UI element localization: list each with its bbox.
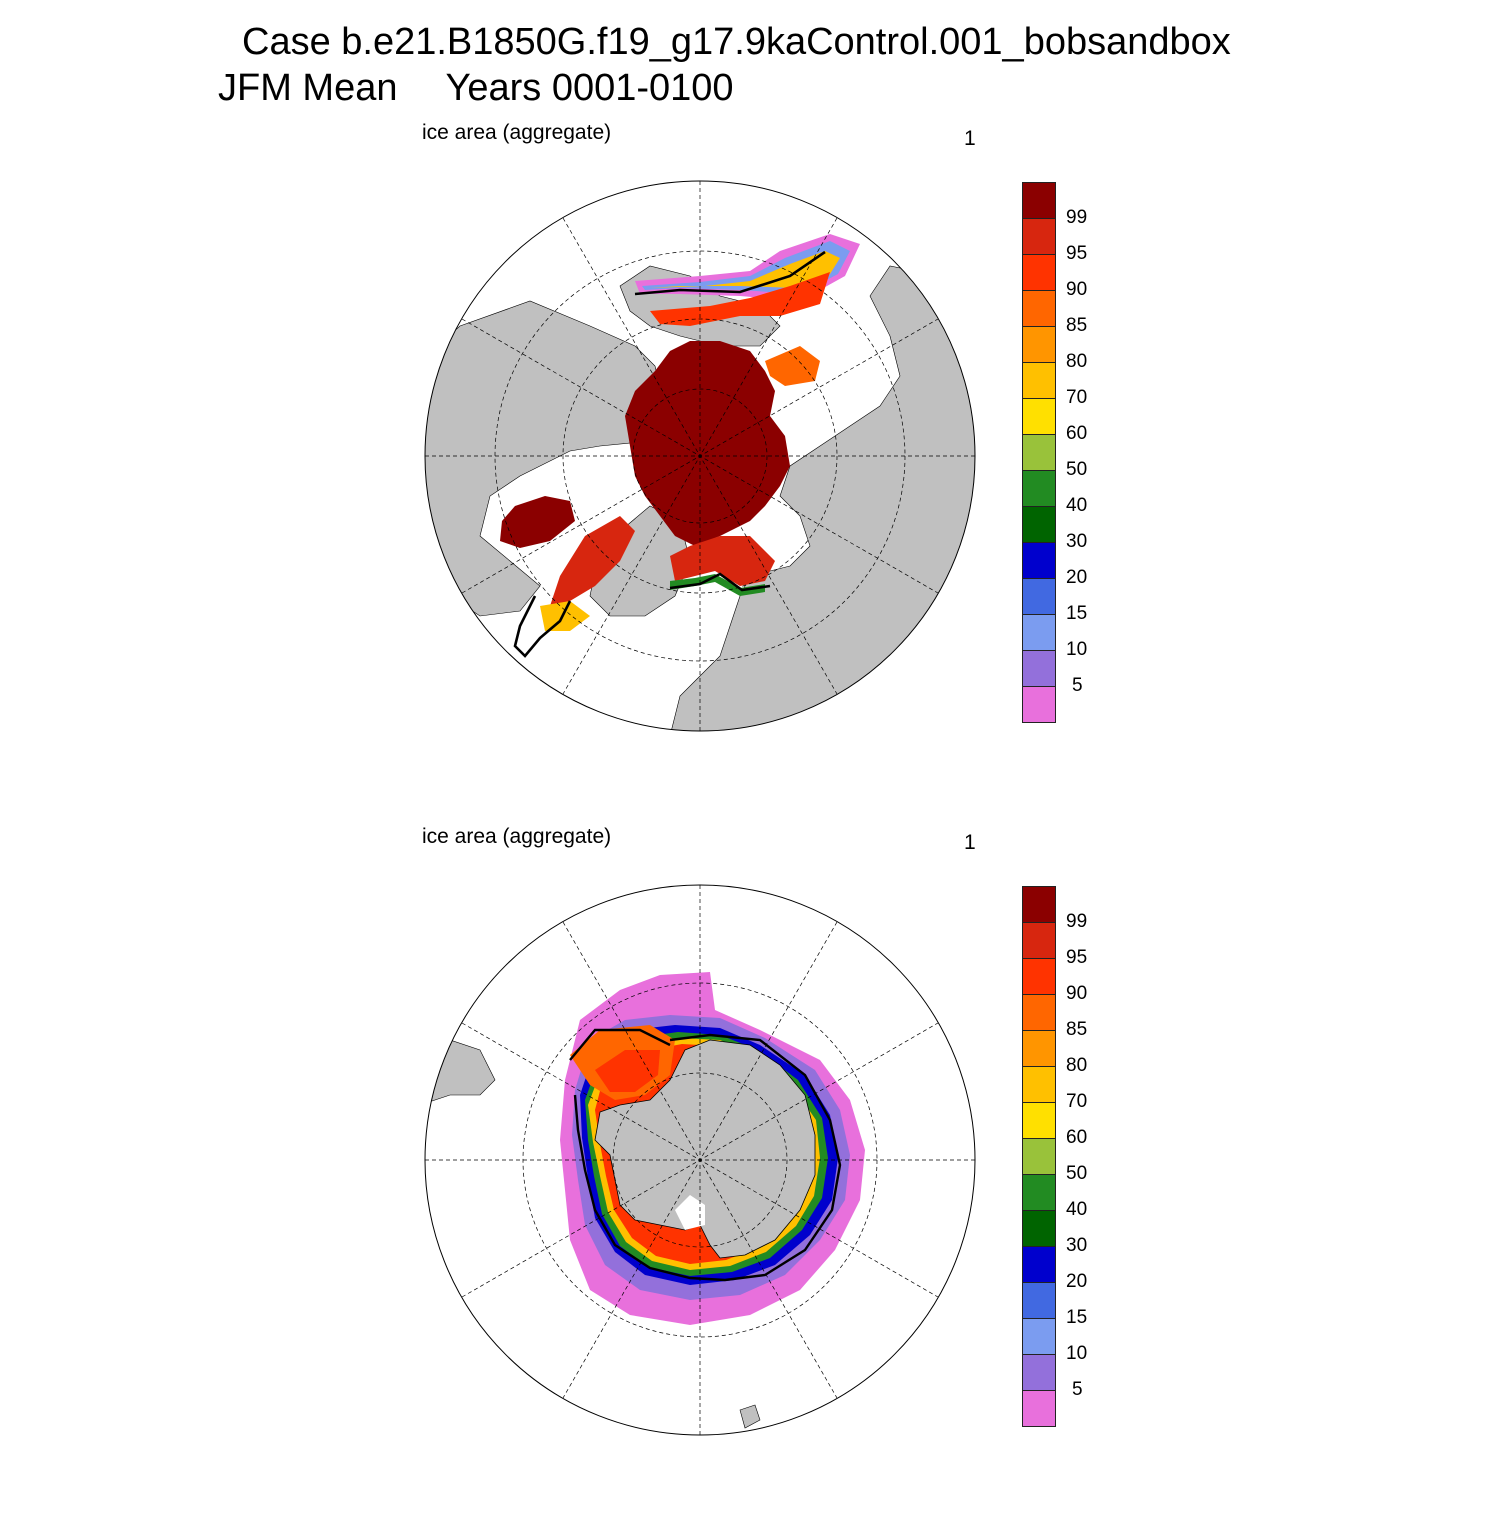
eurasia-land bbox=[669, 265, 975, 731]
south-colorbar-swatch bbox=[1022, 1390, 1056, 1427]
south-colorbar-label: 85 bbox=[1066, 1019, 1088, 1040]
north-colorbar-label: 90 bbox=[1066, 279, 1088, 300]
north-colorbar-swatch bbox=[1022, 542, 1056, 578]
north-colorbar-label: 70 bbox=[1066, 387, 1088, 408]
south-colorbar-swatch bbox=[1022, 1138, 1056, 1174]
north-colorbar-label: 15 bbox=[1066, 603, 1088, 624]
north-ice-baffin bbox=[550, 516, 635, 606]
south-polar-map bbox=[424, 884, 976, 1436]
north-ice-barents bbox=[670, 536, 775, 586]
years-label: Years 0001-0100 bbox=[445, 67, 734, 109]
south-colorbar-label: 95 bbox=[1066, 947, 1088, 968]
south-colorbar-swatch bbox=[1022, 1174, 1056, 1210]
south-colorbar-label: 40 bbox=[1066, 1199, 1088, 1220]
north-colorbar-label: 95 bbox=[1066, 243, 1088, 264]
south-colorbar-swatch bbox=[1022, 1354, 1056, 1390]
north-colorbar-label: 99 bbox=[1066, 207, 1088, 228]
south-colorbar-swatch bbox=[1022, 886, 1056, 922]
north-colorbar-swatch bbox=[1022, 218, 1056, 254]
south-colorbar-swatch bbox=[1022, 1102, 1056, 1138]
south-map-border bbox=[424, 884, 976, 1436]
south-colorbar bbox=[1022, 886, 1058, 1427]
south-colorbar-label: 10 bbox=[1066, 1343, 1088, 1364]
ross-ice-shelf bbox=[675, 1195, 705, 1230]
south-panel: ice area (aggregate) 1 bbox=[0, 822, 1500, 1522]
north-colorbar-label: 60 bbox=[1066, 423, 1088, 444]
south-colorbar-label: 50 bbox=[1066, 1163, 1088, 1184]
south-colorbar-swatch bbox=[1022, 1030, 1056, 1066]
south-ice-weddell-core bbox=[595, 1050, 660, 1092]
north-units-label: 1 bbox=[964, 127, 976, 150]
south-observed-ice-edge bbox=[569, 1028, 842, 1282]
north-colorbar-label: 10 bbox=[1066, 639, 1088, 660]
north-colorbar-swatch bbox=[1022, 506, 1056, 542]
north-colorbar-swatch bbox=[1022, 434, 1056, 470]
north-colorbar-swatch bbox=[1022, 398, 1056, 434]
south-variable-label: ice area (aggregate) bbox=[422, 825, 612, 848]
north-ice-mid-yellow bbox=[650, 251, 840, 288]
north-colorbar-swatch bbox=[1022, 650, 1056, 686]
south-colorbar-swatch bbox=[1022, 958, 1056, 994]
north-ice-bering bbox=[650, 272, 830, 326]
north-ice-hudson bbox=[500, 496, 575, 548]
north-colorbar-swatch bbox=[1022, 326, 1056, 362]
south-units-label: 1 bbox=[964, 831, 976, 854]
north-panel: ice area (aggregate) 1 bbox=[0, 118, 1500, 818]
south-colorbar-swatch bbox=[1022, 994, 1056, 1030]
south-colorbar-label: 5 bbox=[1072, 1379, 1083, 1400]
north-ice-okhotsk bbox=[765, 346, 820, 386]
south-colorbar-label: 15 bbox=[1066, 1307, 1088, 1328]
south-colorbar-swatch bbox=[1022, 1318, 1056, 1354]
antarctica-land bbox=[594, 1039, 816, 1259]
south-colorbar-swatch bbox=[1022, 922, 1056, 958]
north-colorbar-swatch bbox=[1022, 362, 1056, 398]
north-graticule bbox=[425, 181, 975, 731]
south-colorbar-label: 99 bbox=[1066, 911, 1088, 932]
south-colorbar-swatch bbox=[1022, 1246, 1056, 1282]
south-graticule bbox=[425, 885, 975, 1435]
south-colorbar-label: 20 bbox=[1066, 1271, 1088, 1292]
season-title: JFM Mean Years 0001-0100 bbox=[218, 66, 734, 110]
north-colorbar-label: 80 bbox=[1066, 351, 1088, 372]
south-colorbar-swatch bbox=[1022, 1066, 1056, 1102]
north-ice-labrador bbox=[540, 601, 590, 631]
north-colorbar-swatch bbox=[1022, 686, 1056, 723]
north-colorbar-label: 5 bbox=[1072, 675, 1083, 696]
north-colorbar-swatch bbox=[1022, 470, 1056, 506]
south-colorbar-swatch bbox=[1022, 1282, 1056, 1318]
south-colorbar-label: 60 bbox=[1066, 1127, 1088, 1148]
north-colorbar-label: 20 bbox=[1066, 567, 1088, 588]
north-colorbar bbox=[1022, 182, 1058, 723]
north-variable-label: ice area (aggregate) bbox=[422, 121, 612, 144]
north-polar-map bbox=[424, 180, 976, 732]
north-colorbar-swatch bbox=[1022, 578, 1056, 614]
north-colorbar-swatch bbox=[1022, 614, 1056, 650]
north-america-land bbox=[425, 300, 671, 617]
north-colorbar-label: 40 bbox=[1066, 495, 1088, 516]
case-title: Case b.e21.B1850G.f19_g17.9kaControl.001… bbox=[242, 21, 1231, 63]
south-colorbar-swatch bbox=[1022, 1210, 1056, 1246]
north-colorbar-label: 30 bbox=[1066, 531, 1088, 552]
south-colorbar-label: 70 bbox=[1066, 1091, 1088, 1112]
season-label: JFM Mean bbox=[218, 67, 398, 109]
south-colorbar-label: 90 bbox=[1066, 983, 1088, 1004]
north-map-border bbox=[424, 180, 976, 732]
north-colorbar-label: 85 bbox=[1066, 315, 1088, 336]
north-colorbar-swatch bbox=[1022, 290, 1056, 326]
south-colorbar-label: 80 bbox=[1066, 1055, 1088, 1076]
north-colorbar-label: 50 bbox=[1066, 459, 1088, 480]
north-colorbar-swatch bbox=[1022, 254, 1056, 290]
south-colorbar-label: 30 bbox=[1066, 1235, 1088, 1256]
north-observed-ice-edge bbox=[513, 250, 826, 658]
new-zealand-island bbox=[739, 1404, 761, 1429]
north-colorbar-swatch bbox=[1022, 182, 1056, 218]
